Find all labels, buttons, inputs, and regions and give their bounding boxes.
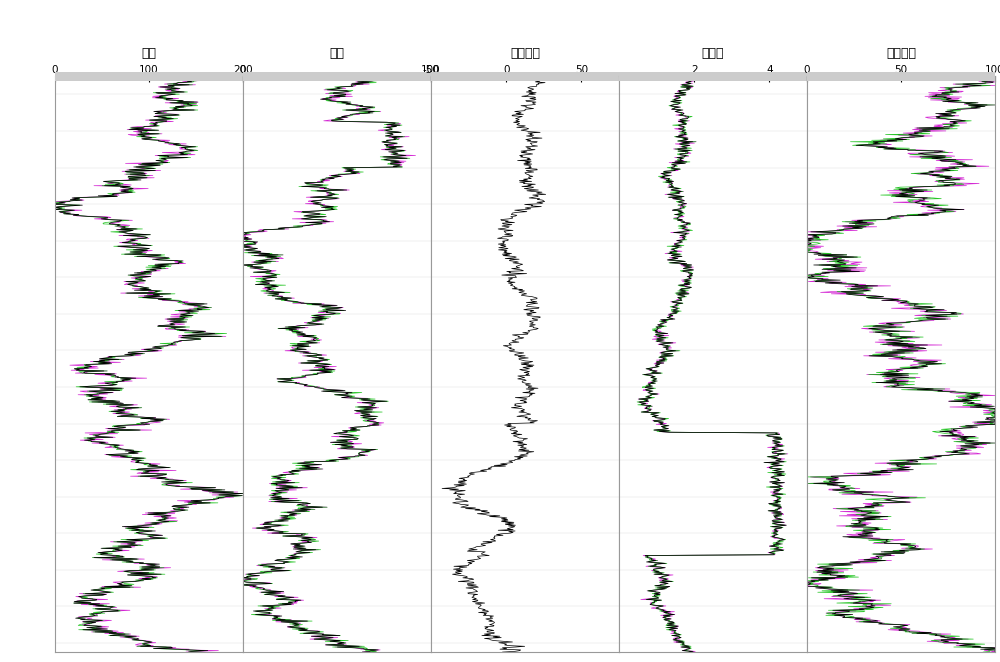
Title: 自然电位: 自然电位: [510, 47, 540, 60]
Title: 中子: 中子: [330, 47, 344, 60]
Bar: [431, 71, 619, 81]
Bar: [619, 71, 807, 81]
Bar: [55, 71, 243, 81]
Bar: [243, 71, 431, 81]
Bar: [807, 71, 995, 81]
Title: 电阻率: 电阻率: [702, 47, 724, 60]
Title: 伽玛: 伽玛: [142, 47, 156, 60]
Title: 泥质含量: 泥质含量: [886, 47, 916, 60]
